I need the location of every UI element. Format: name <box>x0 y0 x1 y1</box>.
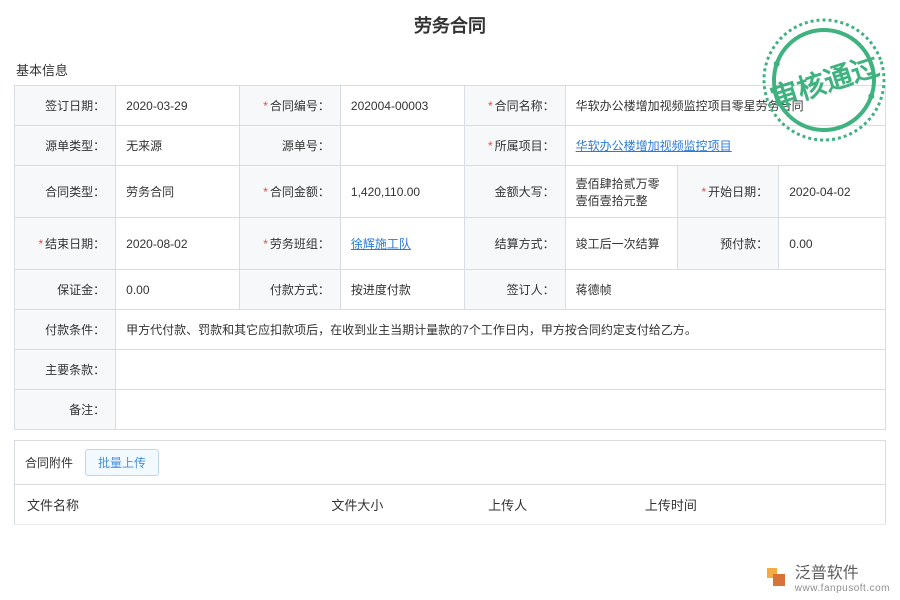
value-end-date: 2020-08-02 <box>116 218 240 270</box>
attach-title: 合同附件 <box>25 454 73 471</box>
approved-stamp: 审核通过 <box>754 10 894 150</box>
watermark-url: www.fanpusoft.com <box>795 583 890 594</box>
label-end-date: *结束日期： <box>15 218 116 270</box>
value-settle-method: 竣工后一次结算 <box>565 218 677 270</box>
label-deposit: 保证金： <box>15 270 116 310</box>
value-main-terms <box>116 350 886 390</box>
label-source-no: 源单号： <box>239 126 340 166</box>
col-upload-time: 上传时间 <box>633 485 886 525</box>
label-sign-date: 签订日期： <box>15 86 116 126</box>
label-pay-method: 付款方式： <box>239 270 340 310</box>
attach-table: 文件名称 文件大小 上传人 上传时间 <box>14 484 886 525</box>
value-source-type: 无来源 <box>116 126 240 166</box>
value-start-date: 2020-04-02 <box>779 166 886 218</box>
label-pay-terms: 付款条件： <box>15 310 116 350</box>
value-team[interactable]: 徐辉施工队 <box>340 218 464 270</box>
value-remark <box>116 390 886 430</box>
attach-header: 合同附件 批量上传 <box>14 440 886 485</box>
label-signer: 签订人： <box>464 270 565 310</box>
value-contract-type: 劳务合同 <box>116 166 240 218</box>
label-project: *所属项目： <box>464 126 565 166</box>
batch-upload-button[interactable]: 批量上传 <box>85 449 159 476</box>
label-contract-no: *合同编号： <box>239 86 340 126</box>
label-settle-method: 结算方式： <box>464 218 565 270</box>
col-file-size: 文件大小 <box>319 485 476 525</box>
value-pay-method: 按进度付款 <box>340 270 464 310</box>
value-sign-date: 2020-03-29 <box>116 86 240 126</box>
value-signer: 蒋德帧 <box>565 270 885 310</box>
watermark: 泛普软件 www.fanpusoft.com <box>763 559 890 594</box>
value-deposit: 0.00 <box>116 270 240 310</box>
label-source-type: 源单类型： <box>15 126 116 166</box>
value-contract-no: 202004-00003 <box>340 86 464 126</box>
watermark-brand: 泛普软件 <box>795 559 890 583</box>
col-file-name: 文件名称 <box>15 485 320 525</box>
label-team: *劳务班组： <box>239 218 340 270</box>
value-source-no <box>340 126 464 166</box>
label-amount: *合同金额： <box>239 166 340 218</box>
label-prepay: 预付款： <box>678 218 779 270</box>
label-amount-cn: 金额大写： <box>464 166 565 218</box>
team-link[interactable]: 徐辉施工队 <box>351 237 411 251</box>
col-uploader: 上传人 <box>476 485 633 525</box>
label-contract-name: *合同名称： <box>464 86 565 126</box>
project-link[interactable]: 华软办公楼增加视频监控项目 <box>576 139 732 153</box>
value-pay-terms: 甲方代付款、罚款和其它应扣款项后，在收到业主当期计量款的7个工作日内，甲方按合同… <box>116 310 886 350</box>
value-amount-cn: 壹佰肆拾贰万零壹佰壹拾元整 <box>565 166 677 218</box>
label-main-terms: 主要条款： <box>15 350 116 390</box>
value-amount: 1,420,110.00 <box>340 166 464 218</box>
value-prepay: 0.00 <box>779 218 886 270</box>
label-start-date: *开始日期： <box>678 166 779 218</box>
label-contract-type: 合同类型： <box>15 166 116 218</box>
fanpu-logo-icon <box>763 564 789 590</box>
label-remark: 备注： <box>15 390 116 430</box>
